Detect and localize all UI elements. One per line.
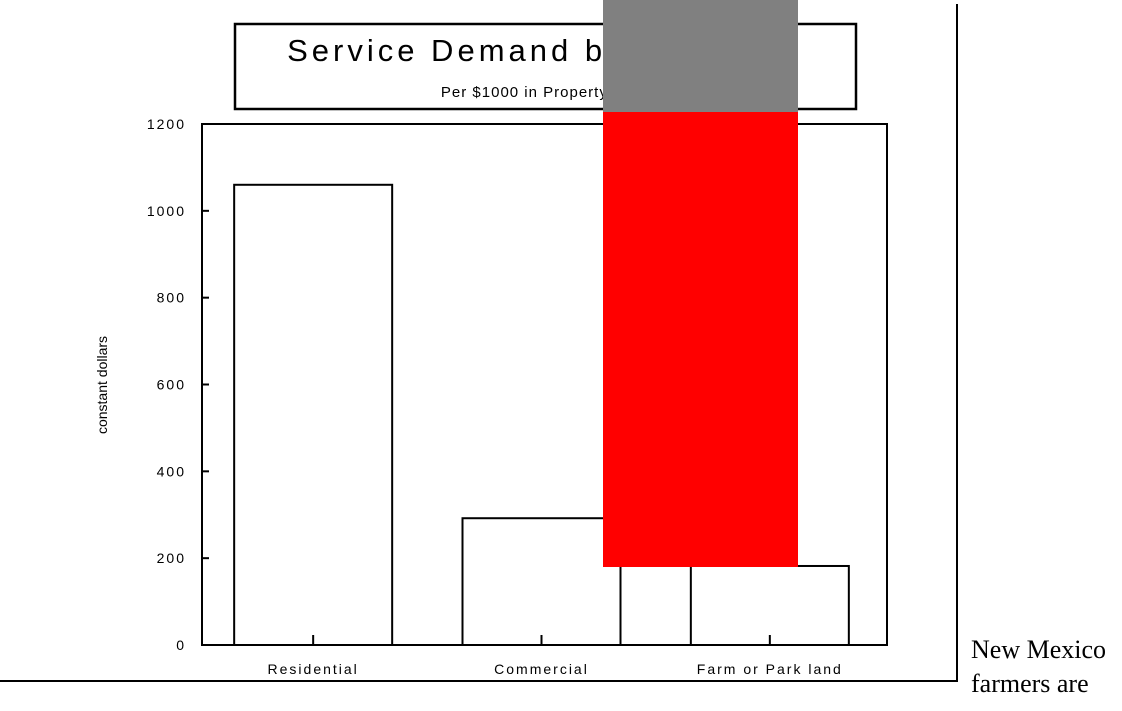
y-tick-label: 600 <box>157 377 186 393</box>
redaction-red-block <box>603 112 798 567</box>
bars-group <box>233 183 850 647</box>
body-text-fragment: New Mexico farmers are <box>971 635 1107 698</box>
y-axis-ticks: 0 200 400 600 800 1000 1200 <box>147 116 209 653</box>
redaction-gray-block <box>603 0 798 112</box>
y-tick-label: 1000 <box>147 203 186 219</box>
bar-farm-or-park-land <box>689 564 850 647</box>
x-tick-label: Farm or Park land <box>697 661 843 677</box>
y-tick-label: 0 <box>176 637 186 653</box>
y-tick-label: 200 <box>157 550 186 566</box>
chart-subtitle: Per $1000 in Property Tax <box>441 84 639 101</box>
x-axis-ticks: Residential Commercial Farm or Park land <box>268 635 843 677</box>
y-axis-label: constant dollars <box>94 336 110 434</box>
y-tick-label: 800 <box>157 290 186 306</box>
y-tick-label: 1200 <box>147 116 186 132</box>
bar-commercial <box>461 517 622 646</box>
bar-residential <box>233 183 394 647</box>
x-tick-label: Commercial <box>494 661 589 677</box>
x-tick-label: Residential <box>268 661 359 677</box>
y-tick-label: 400 <box>157 463 186 479</box>
